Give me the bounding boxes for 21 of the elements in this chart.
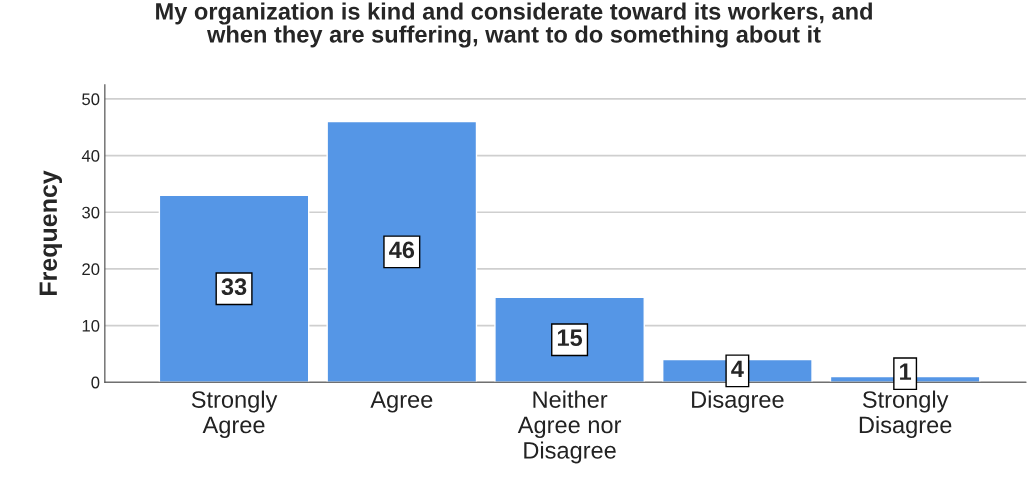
y-tick-label: 30 [82,206,100,219]
y-tick-label: 20 [82,263,100,276]
chart-title: My organization is kind and considerate toward its workers, and when they are suffering, want to do something about it [156,2,872,48]
x-tick-label: Neither Agree nor Disagree [517,390,622,464]
data-label: 33 [221,278,247,296]
y-tick-label: 40 [81,149,100,162]
x-tick-label: Strongly Agree [191,390,278,438]
x-tick-label: Disagree [692,390,784,413]
data-label: 4 [731,360,744,377]
bar [494,296,645,383]
x-tick-label: Agree [370,391,433,413]
bar [158,194,310,383]
y-tick-label: 50 [82,93,100,106]
data-label: 46 [389,241,415,259]
y-tick-label: 0 [91,376,100,389]
data-label: 1 [900,363,912,380]
y-axis-title: Frequency [39,170,63,296]
data-label: 15 [557,329,583,347]
x-tick-label: Strongly Disagree [859,390,952,438]
bar [326,120,478,383]
y-tick-label: 10 [82,319,100,332]
